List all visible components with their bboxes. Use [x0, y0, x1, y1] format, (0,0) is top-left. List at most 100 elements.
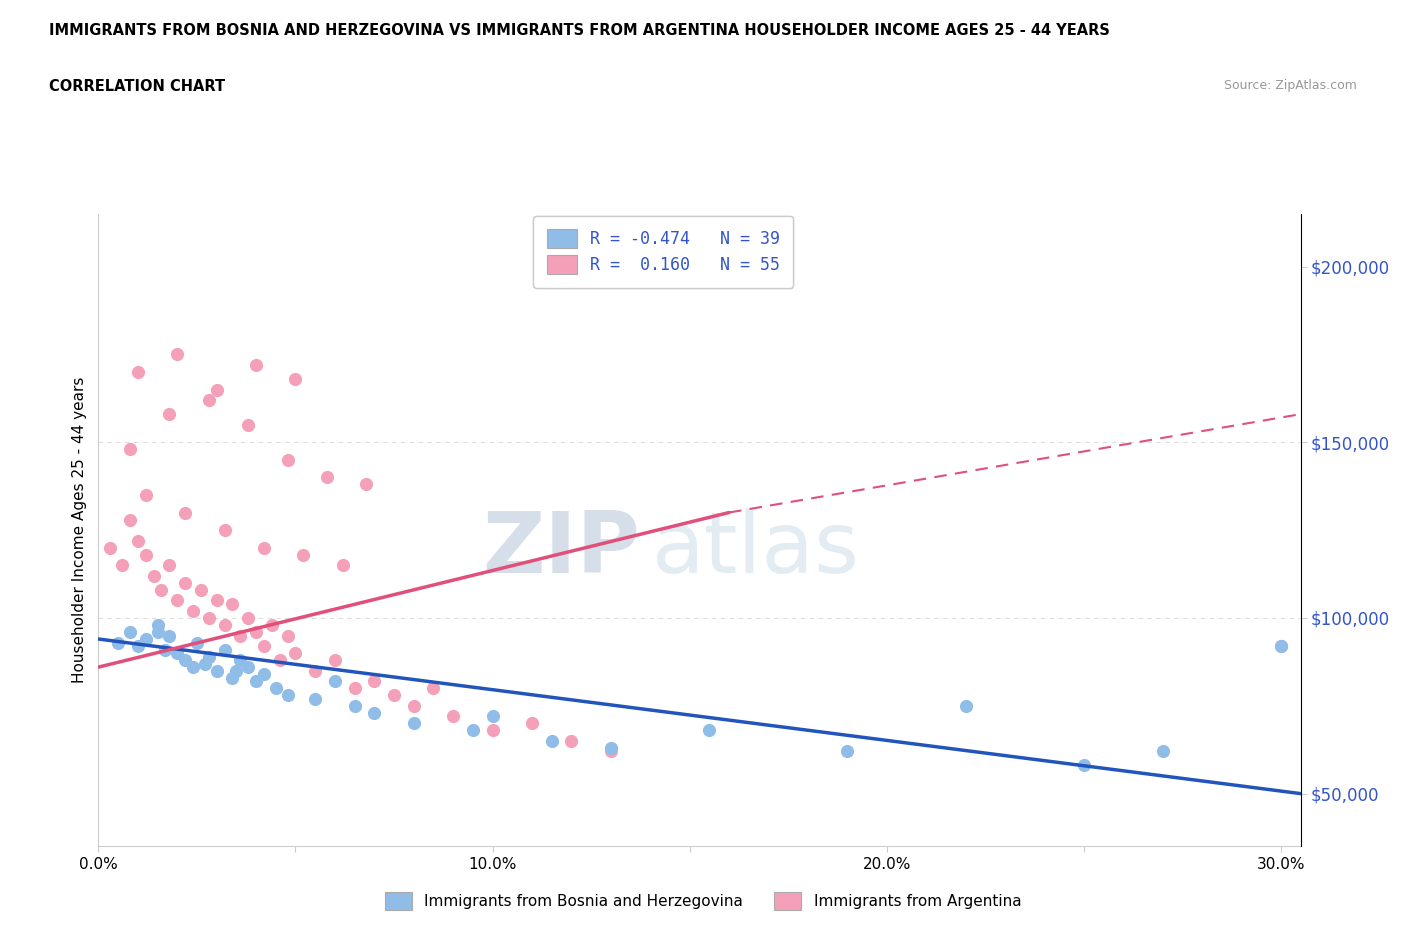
Point	[221, 671, 243, 685]
Point	[186, 635, 208, 650]
Point	[157, 406, 180, 421]
Legend: R = -0.474   N = 39, R =  0.160   N = 55: R = -0.474 N = 39, R = 0.160 N = 55	[533, 216, 793, 287]
Point	[127, 365, 149, 379]
Point	[214, 523, 236, 538]
Point	[127, 533, 149, 548]
Point	[194, 657, 217, 671]
Point	[332, 558, 354, 573]
Point	[142, 568, 165, 583]
Point	[135, 487, 157, 502]
Point	[205, 593, 228, 608]
Point	[135, 631, 157, 646]
Y-axis label: Householder Income Ages 25 - 44 years: Householder Income Ages 25 - 44 years	[72, 377, 87, 684]
Text: Source: ZipAtlas.com: Source: ZipAtlas.com	[1223, 79, 1357, 92]
Point	[166, 645, 188, 660]
Point	[402, 698, 425, 713]
Point	[260, 618, 283, 632]
Point	[197, 392, 219, 407]
Point	[166, 347, 188, 362]
Point	[238, 418, 260, 432]
Point	[1270, 639, 1292, 654]
Point	[118, 625, 141, 640]
Point	[304, 691, 326, 706]
Point	[253, 639, 276, 654]
Point	[253, 667, 276, 682]
Point	[157, 628, 180, 643]
Point	[481, 723, 503, 737]
Point	[214, 618, 236, 632]
Point	[264, 681, 287, 696]
Point	[402, 716, 425, 731]
Point	[181, 659, 204, 674]
Point	[190, 582, 212, 597]
Point	[356, 477, 378, 492]
Point	[253, 540, 276, 555]
Point	[441, 709, 464, 724]
Point	[363, 673, 385, 688]
Text: ZIP: ZIP	[482, 508, 640, 591]
Point	[560, 734, 582, 749]
Point	[214, 642, 236, 657]
Point	[107, 635, 129, 650]
Point	[229, 628, 252, 643]
Point	[277, 688, 299, 703]
Point	[238, 610, 260, 625]
Point	[197, 649, 219, 664]
Point	[955, 698, 977, 713]
Point	[205, 663, 228, 678]
Point	[174, 653, 197, 668]
Point	[599, 740, 621, 755]
Point	[181, 604, 204, 618]
Point	[323, 673, 346, 688]
Point	[111, 558, 134, 573]
Point	[323, 653, 346, 668]
Point	[146, 625, 169, 640]
Point	[699, 723, 721, 737]
Legend: Immigrants from Bosnia and Herzegovina, Immigrants from Argentina: Immigrants from Bosnia and Herzegovina, …	[377, 884, 1029, 918]
Point	[1270, 639, 1292, 654]
Point	[205, 382, 228, 397]
Point	[363, 705, 385, 720]
Point	[229, 653, 252, 668]
Point	[118, 442, 141, 457]
Point	[837, 744, 859, 759]
Point	[98, 540, 121, 555]
Point	[174, 505, 197, 520]
Point	[343, 681, 366, 696]
Point	[540, 734, 562, 749]
Point	[422, 681, 444, 696]
Point	[304, 663, 326, 678]
Point	[135, 547, 157, 562]
Text: CORRELATION CHART: CORRELATION CHART	[49, 79, 225, 94]
Point	[284, 645, 307, 660]
Point	[221, 596, 243, 611]
Point	[146, 618, 169, 632]
Point	[155, 642, 177, 657]
Point	[174, 576, 197, 591]
Point	[245, 357, 267, 372]
Point	[316, 470, 339, 485]
Point	[599, 744, 621, 759]
Point	[269, 653, 291, 668]
Point	[150, 582, 173, 597]
Point	[197, 610, 219, 625]
Point	[284, 372, 307, 387]
Point	[481, 709, 503, 724]
Point	[1152, 744, 1174, 759]
Point	[245, 625, 267, 640]
Point	[245, 673, 267, 688]
Point	[277, 628, 299, 643]
Text: IMMIGRANTS FROM BOSNIA AND HERZEGOVINA VS IMMIGRANTS FROM ARGENTINA HOUSEHOLDER : IMMIGRANTS FROM BOSNIA AND HERZEGOVINA V…	[49, 23, 1111, 38]
Point	[277, 452, 299, 467]
Point	[238, 659, 260, 674]
Point	[382, 688, 405, 703]
Point	[157, 558, 180, 573]
Point	[520, 716, 543, 731]
Point	[461, 723, 484, 737]
Point	[292, 547, 315, 562]
Point	[225, 663, 247, 678]
Point	[166, 593, 188, 608]
Point	[127, 639, 149, 654]
Point	[1073, 758, 1095, 773]
Point	[118, 512, 141, 527]
